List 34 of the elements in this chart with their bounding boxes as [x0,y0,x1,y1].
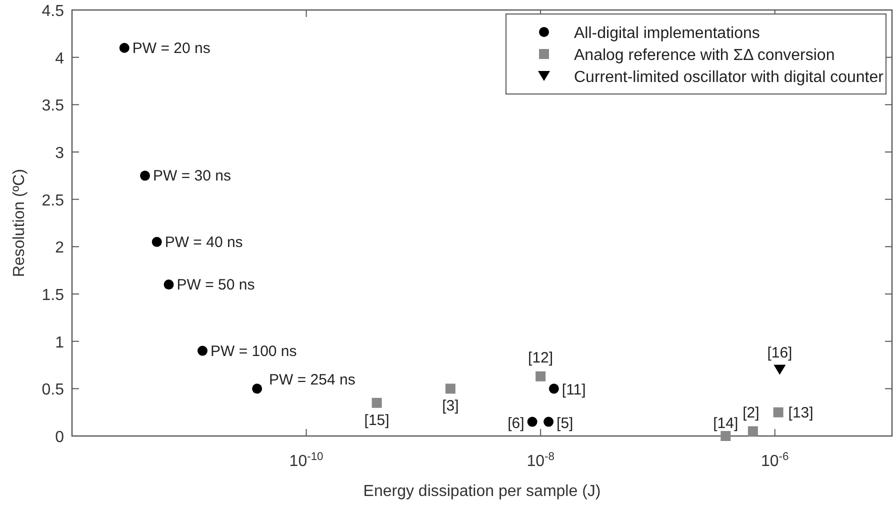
y-tick-label: 3.5 [42,98,64,115]
annotation: PW = 20 ns [132,40,210,57]
annotation: PW = 254 ns [269,372,356,389]
y-tick-label: 3 [55,145,64,162]
annotation: [2] [742,404,760,422]
y-tick-label: 0.5 [42,382,64,399]
annotation: PW = 100 ns [210,342,297,360]
annotation: [14] [713,415,738,432]
y-axis-title: Resolution (ºC) [11,168,28,278]
x-tick-label: 10$^{-8}$ [526,451,554,470]
legend-label: Current-limited oscillator with digital counter [574,69,884,86]
x-tick-label: 10$^{-6}$ [760,451,789,470]
x-tick-label: 10$^{-10}$ [289,451,324,470]
y-tick-label: 2.5 [42,192,64,210]
x-axis-title: Energy dissipation per sample (J) [363,483,601,500]
legend-label: Analog reference with ΣΔ conversion [574,47,835,64]
annotation: [13] [788,404,814,422]
annotation: PW = 40 ns [164,234,243,251]
annotation: [6] [508,414,524,432]
y-tick-label: 4.5 [42,3,64,20]
legend-label: All-digital implementations [574,25,760,42]
annotation: [15] [364,412,390,429]
y-tick-label: 2 [55,240,64,257]
annotation: [3] [442,398,459,415]
annotation: [5] [556,414,574,432]
annotation: [12] [528,349,554,366]
annotation: [11] [562,382,586,399]
annotation: PW = 50 ns [176,276,255,294]
annotation: PW = 30 ns [153,168,231,185]
y-tick-label: 1.5 [42,287,64,304]
annotation: [16] [767,344,792,362]
y-tick-label: 0 [55,429,64,446]
y-tick-label: 4 [55,50,64,68]
y-tick-label: 1 [55,334,64,352]
